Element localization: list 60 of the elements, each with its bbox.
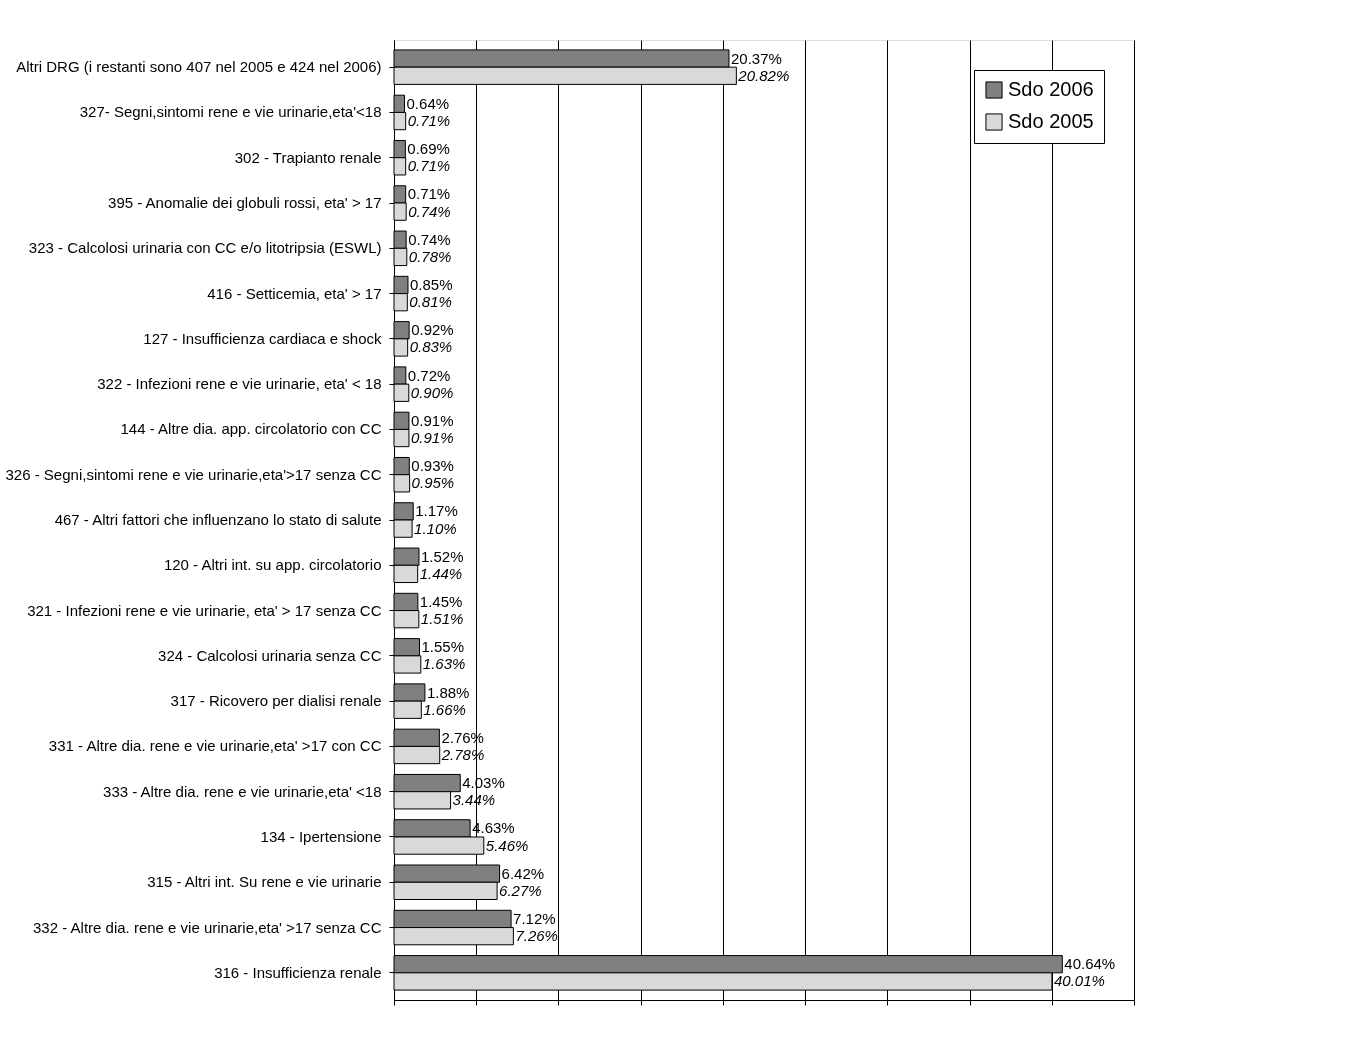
y-tick-label: 315 - Altri int. Su rene e vie urinarie bbox=[147, 873, 382, 891]
data-label: 5.46% bbox=[485, 836, 529, 854]
y-tick-label: 331 - Altre dia. rene e vie urinarie,eta' >17 con CC bbox=[48, 737, 382, 755]
y-tick-label: 326 - Segni,sintomi rene e vie urinarie,eta'>17 senza CC bbox=[5, 465, 382, 483]
data-label: 20.37% bbox=[730, 49, 782, 67]
data-label: 1.10% bbox=[414, 519, 457, 537]
y-tick-label: Altri DRG (i restanti sono 407 nel 2005 e 424 nel 2006) bbox=[16, 58, 382, 76]
y-tick-label: 467 - Altri fattori che influenzano lo stato di salute bbox=[54, 511, 382, 528]
y-tick-label: 332 - Altre dia. rene e vie urinarie,eta' >17 senza CC bbox=[33, 918, 382, 936]
y-tick-label: 144 - Altre dia. app. circolatorio con CC bbox=[120, 420, 382, 438]
data-label: 1.44% bbox=[419, 564, 463, 582]
data-label: 0.69% bbox=[407, 140, 450, 158]
data-label: 40.01% bbox=[1053, 972, 1105, 990]
data-label: 6.42% bbox=[501, 864, 545, 882]
data-label: 0.91% bbox=[410, 411, 454, 429]
data-label: 7.12% bbox=[513, 909, 556, 927]
y-tick-label: 317 - Ricovero per dialisi renale bbox=[170, 692, 382, 710]
data-label: 1.55% bbox=[421, 638, 465, 656]
data-label: 6.27% bbox=[499, 881, 542, 899]
data-label: 0.64% bbox=[406, 94, 450, 112]
y-tick-label: 324 - Calcolosi urinaria senza CC bbox=[158, 646, 382, 664]
data-label: 0.92% bbox=[411, 321, 454, 339]
data-label: 0.71% bbox=[407, 185, 451, 203]
y-tick-label: 120 - Altri int. su app. circolatorio bbox=[163, 556, 382, 574]
legend-label: Sdo 2005 bbox=[1008, 110, 1094, 132]
y-tick-label: 327- Segni,sintomi rene e vie urinarie,eta'<18 bbox=[79, 103, 382, 121]
y-tick-label: 316 - Insufficienza renale bbox=[214, 963, 382, 981]
data-label: 1.63% bbox=[422, 655, 466, 673]
data-label: 0.74% bbox=[408, 202, 451, 220]
data-label: 1.17% bbox=[415, 502, 458, 520]
data-label: 1.51% bbox=[420, 610, 464, 628]
y-tick-label: 321 - Infezioni rene e vie urinarie, eta' > 17 senza CC bbox=[27, 601, 382, 619]
data-label: 40.64% bbox=[1064, 955, 1116, 973]
y-tick-label: 323 - Calcolosi urinaria con CC e/o litotripsia (ESWL) bbox=[28, 239, 382, 257]
y-tick-label: 333 - Altre dia. rene e vie urinarie,eta' <18 bbox=[103, 782, 382, 800]
data-label: 0.85% bbox=[409, 275, 453, 293]
data-label: 7.26% bbox=[515, 927, 558, 945]
y-tick-label: 322 - Infezioni rene e vie urinarie, eta' < 18 bbox=[97, 375, 382, 393]
data-label: 1.45% bbox=[419, 592, 463, 610]
y-tick-label: 395 - Anomalie dei globuli rossi, eta' > 17 bbox=[108, 194, 382, 212]
y-tick-label: 416 - Setticemia, eta' > 17 bbox=[207, 284, 382, 302]
data-label: 0.93% bbox=[411, 457, 454, 475]
data-label: 1.88% bbox=[426, 683, 470, 701]
y-tick-label: 302 - Trapianto renale bbox=[234, 148, 382, 166]
data-label: 0.83% bbox=[409, 338, 453, 356]
data-label: 0.91% bbox=[410, 429, 454, 447]
data-label: 0.74% bbox=[408, 230, 451, 248]
data-label: 0.78% bbox=[408, 247, 452, 265]
data-label: 0.72% bbox=[407, 366, 451, 384]
data-label: 1.52% bbox=[421, 547, 464, 565]
y-tick-label: 127 - Insufficienza cardiaca e shock bbox=[143, 329, 382, 347]
data-label: 0.71% bbox=[407, 112, 451, 130]
data-label: 20.82% bbox=[737, 66, 790, 84]
y-tick-label: 134 - Ipertensione bbox=[260, 827, 382, 845]
data-label: 0.81% bbox=[409, 293, 452, 311]
data-label: 1.66% bbox=[423, 700, 466, 718]
legend-label: Sdo 2006 bbox=[1008, 78, 1094, 100]
data-label: 0.71% bbox=[407, 157, 451, 175]
data-label: 0.95% bbox=[411, 474, 455, 492]
data-label: 0.90% bbox=[410, 383, 454, 401]
